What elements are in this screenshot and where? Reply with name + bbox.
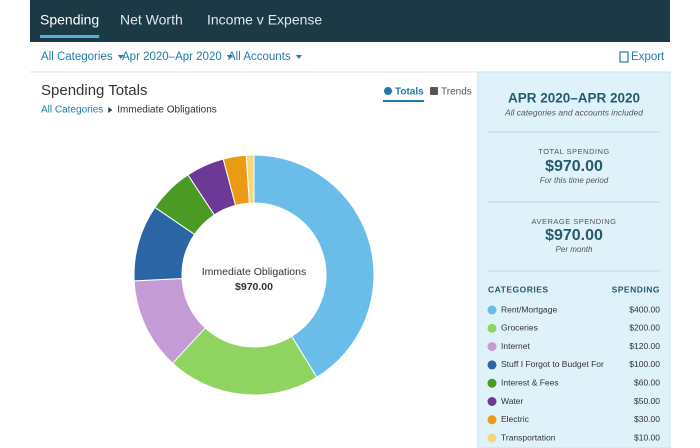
legend-swatch xyxy=(487,305,497,315)
filter-dropdown[interactable]: All Accounts xyxy=(228,51,291,63)
view-toggle[interactable]: Totals xyxy=(395,87,424,98)
donut-center-value: $970.00 xyxy=(235,281,273,293)
active-tab-underline xyxy=(40,35,100,38)
stat-label: AVERAGE SPENDING xyxy=(532,217,617,226)
legend-swatch xyxy=(487,433,497,443)
legend-name: Water xyxy=(501,396,524,406)
legend-value: $50.00 xyxy=(634,396,660,406)
legend-name: Electric xyxy=(501,414,530,424)
period-note: All categories and accounts included xyxy=(504,107,643,117)
stat-note: For this time period xyxy=(540,176,609,185)
legend-swatch xyxy=(487,397,497,406)
caret-icon xyxy=(117,55,124,59)
legend-name: Internet xyxy=(501,341,530,351)
stat-note: Per month xyxy=(556,245,593,254)
filter-bar xyxy=(30,42,670,72)
legend-header: CATEGORIES xyxy=(488,284,549,294)
stat-value: $970.00 xyxy=(545,158,603,175)
nav-tab[interactable]: Income v Expense xyxy=(207,12,322,28)
caret-icon xyxy=(226,55,233,59)
nav-tab[interactable]: Spending xyxy=(40,12,99,28)
legend-name: Transportation xyxy=(501,432,556,442)
panel-title: Spending Totals xyxy=(41,82,147,99)
legend-name: Rent/Mortgage xyxy=(501,304,557,314)
view-icon xyxy=(384,87,392,95)
donut-center-label: Immediate Obligations xyxy=(202,266,306,278)
period-title: APR 2020–APR 2020 xyxy=(508,91,640,106)
legend-swatch xyxy=(487,323,497,333)
active-view-underline xyxy=(383,100,425,102)
legend-name: Groceries xyxy=(501,323,538,333)
legend-swatch xyxy=(487,378,497,388)
donut-slice xyxy=(245,154,255,204)
legend-swatch xyxy=(487,360,497,370)
filter-dropdown[interactable]: All Categories xyxy=(41,51,113,63)
legend-header: SPENDING xyxy=(612,284,660,294)
legend-name: Interest & Fees xyxy=(501,377,559,387)
legend-name: Stuff I Forgot to Budget For xyxy=(501,359,604,369)
donut-slice xyxy=(253,154,375,378)
breadcrumb-current: Immediate Obligations xyxy=(117,105,217,116)
summary-panel xyxy=(477,71,671,448)
export-icon xyxy=(619,51,629,63)
legend-value: $120.00 xyxy=(629,341,660,351)
legend-value: $200.00 xyxy=(629,323,660,333)
export-button[interactable]: Export xyxy=(631,51,665,63)
view-toggle[interactable]: Trends xyxy=(441,87,472,98)
legend-value: $100.00 xyxy=(629,359,660,369)
caret-icon xyxy=(295,55,302,59)
view-icon xyxy=(430,87,438,95)
breadcrumb-link[interactable]: All Categories xyxy=(41,105,103,116)
caret-icon xyxy=(108,107,113,113)
stat-value: $970.00 xyxy=(545,227,603,244)
legend-swatch xyxy=(487,415,497,425)
legend-value: $10.00 xyxy=(634,432,660,442)
legend-value: $60.00 xyxy=(634,377,660,387)
legend-value: $30.00 xyxy=(634,414,660,424)
legend-value: $400.00 xyxy=(629,304,660,314)
legend-swatch xyxy=(487,342,497,352)
nav-bar xyxy=(30,0,670,42)
stat-label: TOTAL SPENDING xyxy=(538,147,609,156)
filter-dropdown[interactable]: Apr 2020–Apr 2020 xyxy=(122,51,222,63)
nav-tab[interactable]: Net Worth xyxy=(120,12,183,28)
